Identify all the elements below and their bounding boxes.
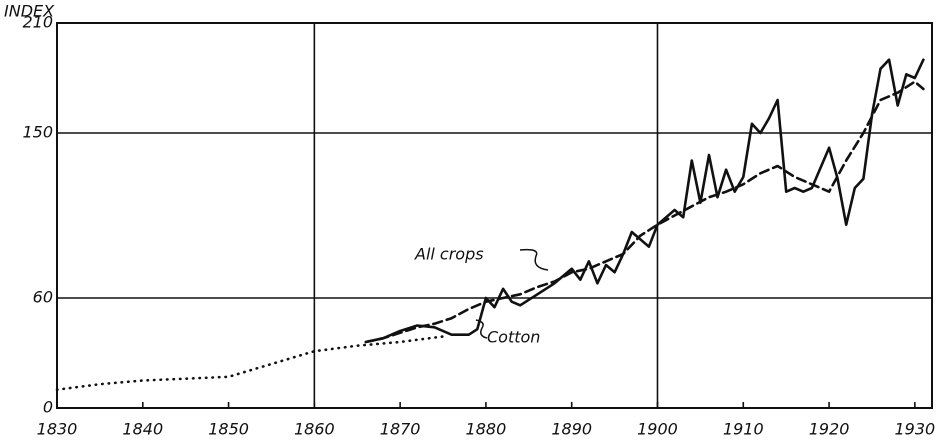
x-tick-label: 1890 xyxy=(551,420,592,439)
series-label: Cotton xyxy=(487,328,540,347)
x-tick-label: 1850 xyxy=(208,420,249,439)
y-tick-label: 60 xyxy=(33,288,53,307)
x-tick-label: 1920 xyxy=(809,420,850,439)
line-series xyxy=(55,335,445,391)
line-series xyxy=(364,80,925,344)
x-tick-label: 1830 xyxy=(37,420,78,439)
x-tick-label: 1880 xyxy=(466,420,507,439)
y-tick-label: 0 xyxy=(43,398,53,417)
x-tick-label: 1900 xyxy=(637,420,678,439)
x-tick-label: 1860 xyxy=(294,420,335,439)
series-label: All crops xyxy=(414,245,484,264)
y-tick-label: 150 xyxy=(22,123,53,142)
x-tick-label: 1840 xyxy=(122,420,163,439)
line-series xyxy=(364,58,925,344)
x-tick-label: 1930 xyxy=(894,420,935,439)
plot-frame xyxy=(56,22,933,409)
x-tick-label: 1870 xyxy=(380,420,421,439)
y-axis-label: INDEX xyxy=(4,2,55,21)
x-tick-label: 1910 xyxy=(723,420,764,439)
leader-line xyxy=(519,248,549,271)
y-tick-label: 210 xyxy=(22,13,53,32)
